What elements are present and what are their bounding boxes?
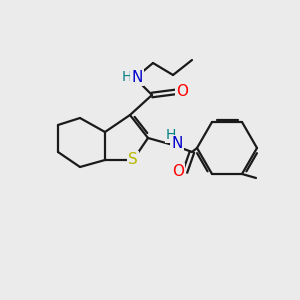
Text: N: N: [171, 136, 183, 152]
Text: O: O: [172, 164, 184, 179]
Text: H: H: [122, 70, 132, 84]
Text: N: N: [131, 70, 143, 85]
Text: O: O: [176, 85, 188, 100]
Text: S: S: [128, 152, 138, 167]
Text: H: H: [166, 128, 176, 142]
